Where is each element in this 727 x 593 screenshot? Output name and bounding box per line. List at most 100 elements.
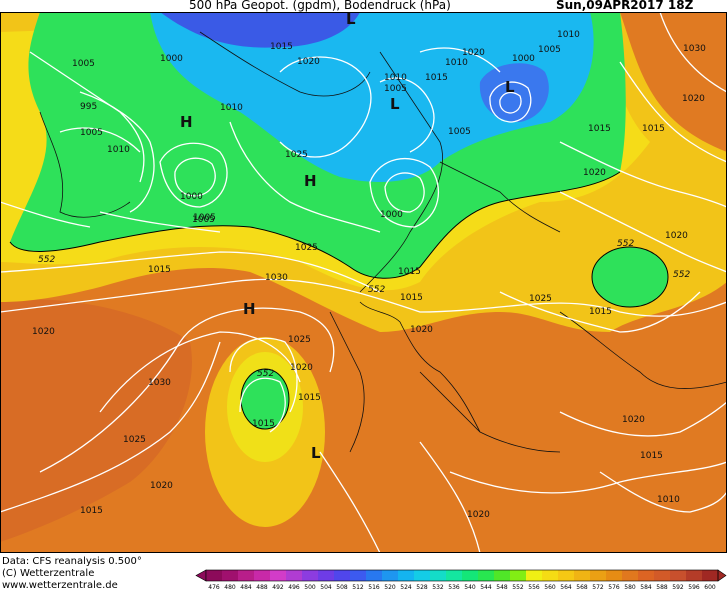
isobar-label: 1020 <box>583 168 606 178</box>
legend-tick-label: 528 <box>416 584 428 591</box>
legend-swatch <box>686 570 703 581</box>
legend-tick-label: 560 <box>544 584 556 591</box>
legend-swatch <box>414 570 431 581</box>
isobar-label: 1015 <box>400 293 423 303</box>
legend-tick-label: 600 <box>704 584 716 591</box>
legend-swatch <box>286 570 303 581</box>
geopotential-label: 552 <box>38 255 55 265</box>
low-marker: L <box>311 444 321 462</box>
isobar-label: 1010 <box>384 73 407 83</box>
legend-tick-label: 524 <box>400 584 412 591</box>
legend-tick-label: 544 <box>480 584 492 591</box>
isobar-label: 1005 <box>448 127 471 137</box>
chart-date: Sun,09APR2017 18Z <box>556 0 694 12</box>
legend-swatch <box>654 570 671 581</box>
legend-tick-label: 592 <box>672 584 684 591</box>
legend-swatch <box>350 570 367 581</box>
isobar-label: 1020 <box>410 325 433 335</box>
isobar-label: 1025 <box>295 243 318 253</box>
legend-tick-label: 496 <box>288 584 300 591</box>
legend-tick-label: 588 <box>656 584 668 591</box>
legend-tick-label: 492 <box>272 584 284 591</box>
legend-swatch <box>270 570 287 581</box>
isobar-label: 1010 <box>657 495 680 505</box>
low-marker: L <box>505 78 515 96</box>
isobar-label: 1005 <box>192 215 215 225</box>
legend-tick-label: 568 <box>576 584 588 591</box>
isobar-label: 1025 <box>123 435 146 445</box>
legend-tick-label: 500 <box>304 584 316 591</box>
isobar-labels: 1005 1000 995 1005 1010 1000 1005 1010 1… <box>32 30 706 520</box>
high-marker: H <box>304 172 317 190</box>
isobar-label: 1015 <box>270 42 293 52</box>
website-text: www.wetterzentrale.de <box>2 580 118 591</box>
region-cyan <box>150 12 594 182</box>
isobar-label: 1030 <box>683 44 706 54</box>
isobar-label: 1010 <box>445 58 468 68</box>
legend-swatch <box>702 570 719 581</box>
legend-tick-label: 520 <box>384 584 396 591</box>
geopotential-labels: 552 552 552 552 552 <box>38 239 690 379</box>
legend-tick-label: 536 <box>448 584 460 591</box>
isobar-label: 1020 <box>297 57 320 67</box>
isobar-label: 1020 <box>150 481 173 491</box>
legend-swatch <box>670 570 687 581</box>
isobar-label: 1000 <box>180 192 203 202</box>
legend-swatch <box>606 570 623 581</box>
legend-swatch <box>302 570 319 581</box>
legend-tick-label: 476 <box>208 584 220 591</box>
legend-swatch <box>382 570 399 581</box>
isobar-label: 1015 <box>298 393 321 403</box>
legend-tick-label: 572 <box>592 584 604 591</box>
legend-tick-label: 564 <box>560 584 572 591</box>
legend-outline <box>205 569 719 582</box>
geopotential-label: 552 <box>673 270 690 280</box>
chart-header: 500 hPa Geopot. (gpdm), Bodendruck (hPa)… <box>0 0 727 14</box>
legend-tick-label: 484 <box>240 584 252 591</box>
legend-swatch <box>510 570 527 581</box>
isobar-label: 1020 <box>32 327 55 337</box>
legend-swatch <box>334 570 351 581</box>
legend-swatch <box>430 570 447 581</box>
isobar-label: 1025 <box>288 335 311 345</box>
legend-tick-label: 532 <box>432 584 444 591</box>
legend-tick-label: 556 <box>528 584 540 591</box>
isobar-label: 1015 <box>398 267 421 277</box>
contour-552-east <box>591 246 669 308</box>
region-green-east <box>592 247 668 307</box>
isobar-label: 1005 <box>384 84 407 94</box>
legend-swatch <box>446 570 463 581</box>
legend-tick-label: 552 <box>512 584 524 591</box>
legend-tick-label: 580 <box>624 584 636 591</box>
data-source-text: Data: CFS reanalysis 0.500° <box>2 556 142 567</box>
legend-tick-label: 480 <box>224 584 236 591</box>
isobar-label: 1015 <box>640 451 663 461</box>
legend-tick-label: 508 <box>336 584 348 591</box>
legend-tick-label: 512 <box>352 584 364 591</box>
legend-swatch <box>238 570 255 581</box>
legend-tick-label: 540 <box>464 584 476 591</box>
isobar-label: 1020 <box>290 363 313 373</box>
isobar-label: 1020 <box>467 510 490 520</box>
isobar-label: 1015 <box>252 419 275 429</box>
legend-tick-label: 576 <box>608 584 620 591</box>
isobar-label: 1005 <box>193 213 216 223</box>
legend-arrow-left <box>195 569 207 582</box>
region-red-southwest <box>0 299 192 542</box>
isobar-label: 1020 <box>622 415 645 425</box>
map-canvas: 1005 1000 995 1005 1010 1000 1005 1010 1… <box>0 12 727 553</box>
isobar-label: 1015 <box>80 506 103 516</box>
legend-swatch <box>222 570 239 581</box>
legend-swatch <box>590 570 607 581</box>
isobar-label: 1005 <box>72 59 95 69</box>
isobar-label: 1005 <box>80 128 103 138</box>
high-marker: H <box>180 113 193 131</box>
isobar-label: 1015 <box>589 307 612 317</box>
isobar-label: 1025 <box>529 294 552 304</box>
legend-swatch <box>318 570 335 581</box>
region-green-azores <box>241 369 289 429</box>
copyright-text: (C) Wetterzentrale <box>2 568 95 579</box>
legend-swatch <box>542 570 559 581</box>
legend-swatch <box>478 570 495 581</box>
legend-swatch <box>638 570 655 581</box>
